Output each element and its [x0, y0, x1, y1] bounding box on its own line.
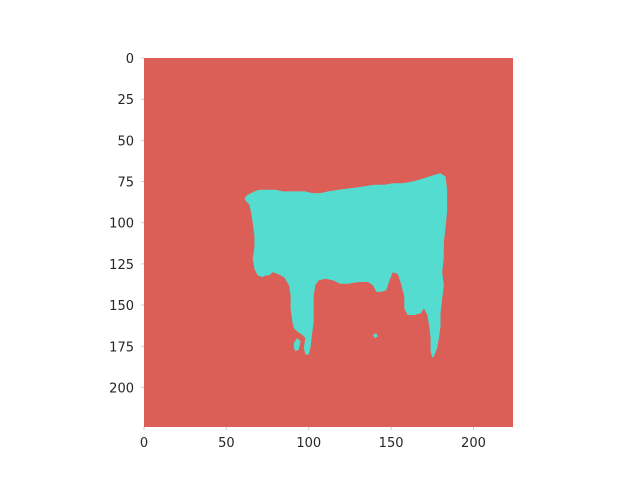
x-tick-label: 0	[140, 436, 148, 451]
mask-image	[144, 58, 513, 427]
x-tick-label: 100	[296, 436, 321, 451]
mask-region-cow-fragment-middle	[373, 333, 378, 338]
x-axis: 0 50 100 150 200	[140, 427, 486, 451]
y-tick-label: 125	[109, 258, 134, 273]
y-tick-label: 175	[109, 340, 134, 355]
x-tick-label: 150	[379, 436, 404, 451]
x-tick-label: 200	[461, 436, 486, 451]
x-tick-label: 50	[218, 436, 235, 451]
y-axis: 0 25 50 75 100 125 150 175 200	[109, 52, 144, 396]
y-tick-label: 100	[109, 217, 134, 232]
y-tick-label: 75	[117, 176, 134, 191]
mask-region-cow	[244, 173, 448, 358]
y-tick-label: 0	[126, 52, 134, 67]
y-tick-label: 150	[109, 299, 134, 314]
y-tick-label: 200	[109, 381, 134, 396]
y-tick-label: 50	[117, 134, 134, 149]
y-tick-label: 25	[117, 93, 134, 108]
mask-region-cow-fragment-left	[293, 338, 301, 352]
